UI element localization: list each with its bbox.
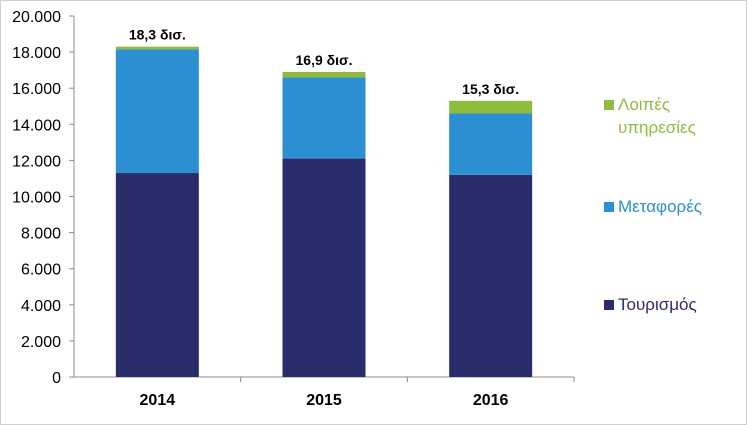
bar-segment [282,158,366,377]
y-tick-label: 4.000 [21,298,61,315]
bar-segment [449,113,533,175]
legend-label: Λοιπές [618,95,670,114]
bar-segment [282,71,366,78]
bar-segment [282,77,366,159]
x-category-label: 2014 [140,392,176,409]
y-tick-label: 14.000 [12,117,61,134]
y-tick-label: 12.000 [12,153,61,170]
bar-segment [115,49,199,174]
bar-segment [115,46,199,50]
y-tick-label: 0 [52,370,61,387]
y-tick-label: 8.000 [21,226,61,243]
legend-label: Τουρισμός [618,295,697,314]
bar-segment [449,174,533,377]
bar-segment [115,173,199,377]
x-category-label: 2016 [473,392,509,409]
bar-segment [449,100,533,114]
legend-label: Μεταφορές [618,197,702,216]
legend-swatch [604,300,614,310]
legend-swatch [604,100,614,110]
bar-total-label: 15,3 δισ. [462,81,519,97]
legend-swatch [604,202,614,212]
y-tick-label: 18.000 [12,45,61,62]
y-tick-label: 16.000 [12,81,61,98]
y-tick-label: 20.000 [12,9,61,26]
bar-total-label: 16,9 δισ. [296,52,353,68]
y-tick-label: 2.000 [21,334,61,351]
bar-total-label: 18,3 δισ. [129,27,186,43]
x-category-label: 2015 [306,392,342,409]
legend-label: υπηρεσίες [618,118,696,137]
y-tick-label: 10.000 [12,190,61,207]
y-tick-label: 6.000 [21,262,61,279]
